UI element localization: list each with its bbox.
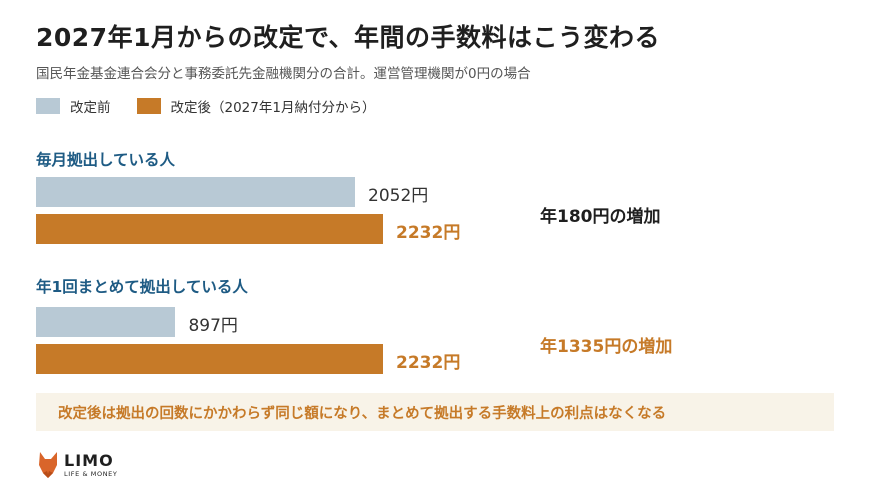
- logo-main-text: LIMO: [64, 450, 114, 470]
- legend-swatch-after: [136, 98, 161, 114]
- difference-label: 年180円の増加: [540, 207, 661, 227]
- limo-logo: LIMO LIFE & MONEY: [36, 450, 117, 480]
- value-label-before: 2052円: [368, 186, 429, 206]
- chart-title: 2027年1月からの改定で、年間の手数料はこう変わる: [36, 23, 660, 52]
- legend-label-after: 改定後（2027年1月納付分から）: [170, 100, 376, 116]
- fox-logo-icon: [39, 452, 57, 478]
- bar-before: [36, 307, 176, 337]
- legend: 改定前 改定後（2027年1月納付分から）: [36, 96, 401, 116]
- legend-item-after: 改定後（2027年1月納付分から）: [136, 96, 376, 116]
- category-label: 年1回まとめて拠出している人: [36, 278, 248, 296]
- value-label-after: 2232円: [396, 223, 461, 243]
- legend-label-before: 改定前: [70, 100, 111, 116]
- value-label-before: 897円: [188, 316, 238, 336]
- bar-after: [36, 214, 383, 244]
- legend-item-before: 改定前: [36, 96, 111, 116]
- category-label: 毎月拠出している人: [36, 151, 176, 169]
- value-label-after: 2232円: [396, 353, 461, 373]
- difference-label: 年1335円の増加: [540, 337, 673, 357]
- legend-swatch-before: [36, 98, 60, 114]
- logo-sub-text: LIFE & MONEY: [64, 469, 118, 478]
- chart-subtitle: 国民年金基金連合会分と事務委託先金融機関分の合計。運営管理機関が0円の場合: [36, 66, 531, 82]
- bar-before: [36, 177, 356, 207]
- bar-after: [36, 344, 383, 374]
- note-box: 改定後は拠出の回数にかかわらず同じ額になり、まとめて拠出する手数料上の利点はなく…: [36, 393, 834, 431]
